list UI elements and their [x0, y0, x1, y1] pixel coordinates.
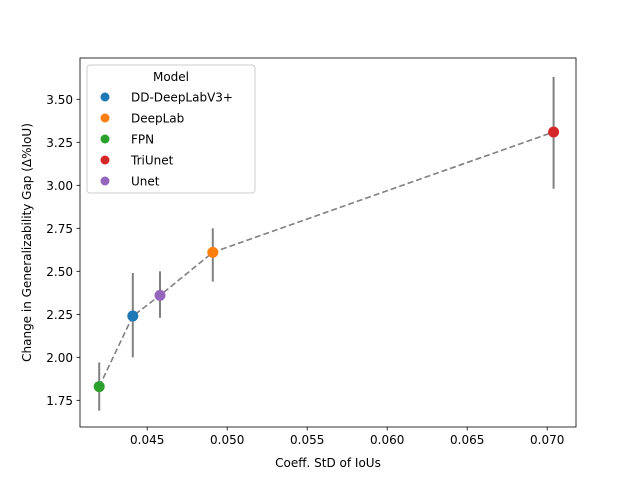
- legend-marker: [100, 113, 110, 123]
- y-axis-label: Change in Generalizability Gap (Δ%IoU): [20, 123, 34, 362]
- legend: Model DD-DeepLabV3+ DeepLab FPN TriUnet Unet: [86, 64, 256, 194]
- legend-label: FPN: [131, 133, 154, 147]
- x-axis-label: Coeff. StD of IoUs: [275, 456, 381, 470]
- legend-marker: [100, 155, 110, 165]
- x-tick-label: 0.045: [130, 433, 164, 447]
- x-tick-label: 0.065: [450, 433, 484, 447]
- x-axis-ticks: 0.045 0.050 0.055 0.060 0.065 0.070: [130, 427, 564, 447]
- legend-label: DD-DeepLabV3+: [131, 91, 233, 105]
- y-tick-label: 2.50: [46, 265, 73, 279]
- legend-marker: [100, 176, 110, 186]
- legend-label: TriUnet: [130, 154, 174, 168]
- y-tick-label: 1.75: [46, 394, 73, 408]
- data-point: [127, 310, 139, 322]
- data-points: [93, 126, 560, 393]
- legend-label: Unet: [131, 175, 160, 189]
- legend-items: DD-DeepLabV3+ DeepLab FPN TriUnet Unet: [100, 91, 233, 189]
- x-tick-label: 0.050: [210, 433, 244, 447]
- x-tick-label: 0.055: [290, 433, 324, 447]
- legend-marker: [100, 134, 110, 144]
- x-tick-label: 0.060: [370, 433, 404, 447]
- legend-box: [86, 64, 256, 194]
- data-point: [93, 381, 105, 393]
- x-tick-label: 0.070: [530, 433, 564, 447]
- y-tick-label: 2.75: [46, 222, 73, 236]
- plot-area-frame: [79, 57, 577, 428]
- y-tick-label: 2.25: [46, 308, 73, 322]
- legend-title: Model: [153, 70, 189, 84]
- y-tick-label: 3.00: [46, 179, 73, 193]
- data-point: [548, 126, 560, 138]
- data-point: [154, 289, 166, 301]
- y-tick-label: 3.25: [46, 136, 73, 150]
- y-tick-label: 3.50: [46, 93, 73, 107]
- data-point: [207, 246, 219, 258]
- y-tick-label: 2.00: [46, 351, 73, 365]
- y-axis-ticks: 1.75 2.00 2.25 2.50 2.75 3.00 3.25 3.50: [46, 93, 80, 408]
- legend-label: DeepLab: [131, 112, 184, 126]
- legend-marker: [100, 92, 110, 102]
